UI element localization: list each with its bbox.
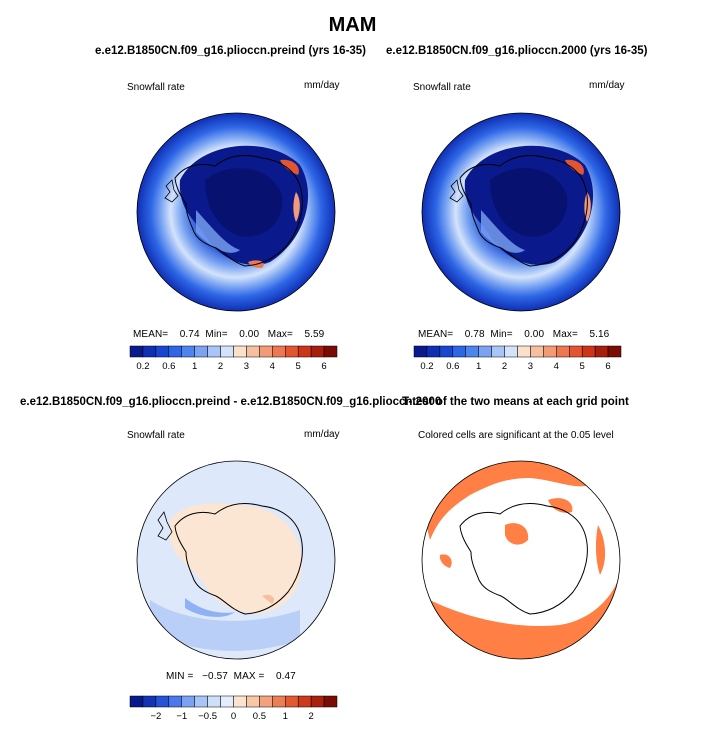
colorbar-tick-label: 5: [296, 361, 301, 372]
map-ttest: [422, 458, 620, 663]
colorbar-box: [530, 346, 543, 357]
colorbar-box: [182, 696, 195, 707]
colorbar-box: [453, 346, 466, 357]
colorbar-box: [492, 346, 505, 357]
colorbar-box: [595, 346, 608, 357]
colorbar-box: [143, 346, 156, 357]
colorbar-tick-label: 6: [321, 361, 326, 372]
colorbar-box: [156, 696, 169, 707]
colorbar-tick-label: −1: [176, 711, 187, 722]
colorbar-tick-label: 0.6: [162, 361, 175, 372]
colorbar-tick-label: 1: [192, 361, 197, 372]
colorbar-box: [130, 696, 143, 707]
colorbar-box: [518, 346, 531, 357]
colorbar-box: [311, 696, 324, 707]
colorbar-2000: 0.2 0.6 1 2 3 4 5 6: [414, 346, 621, 372]
colorbar-tick-label: −0.5: [198, 711, 217, 722]
colorbar-preind: 0.2 0.6 1 2 3 4 5 6: [130, 346, 337, 372]
colorbar-tick-label: 5: [580, 361, 585, 372]
colorbar-tick-label: 0: [231, 711, 236, 722]
colorbar-tick-label: 6: [605, 361, 610, 372]
colorbar-tick-label: 2: [502, 361, 507, 372]
colorbar-tick-label: −2: [150, 711, 161, 722]
colorbar-box: [259, 696, 272, 707]
colorbar-box: [285, 346, 298, 357]
colorbar-tick-label: 4: [270, 361, 275, 372]
colorbar-box: [505, 346, 518, 357]
colorbar-box: [195, 696, 208, 707]
colorbar-box: [169, 346, 182, 357]
colorbar-box: [298, 346, 311, 357]
colorbar-box: [608, 346, 621, 357]
colorbar-box: [221, 696, 234, 707]
colorbar-box: [246, 696, 259, 707]
colorbar-box: [246, 346, 259, 357]
colorbar-box: [221, 346, 234, 357]
colorbar-tick-label: 3: [528, 361, 533, 372]
colorbar-box: [479, 346, 492, 357]
colorbar-tick-label: 0.6: [446, 361, 459, 372]
colorbar-box: [169, 696, 182, 707]
map-preind: [137, 113, 335, 311]
colorbar-tick-label: 1: [476, 361, 481, 372]
colorbar-box: [130, 346, 143, 357]
colorbar-tick-label: 1: [283, 711, 288, 722]
colorbar-tick-label: 0.2: [136, 361, 149, 372]
colorbar-box: [272, 696, 285, 707]
colorbar-tick-label: 2: [308, 711, 313, 722]
colorbar-box: [182, 346, 195, 357]
colorbar-box: [543, 346, 556, 357]
colorbar-box: [208, 346, 221, 357]
colorbar-box: [208, 696, 221, 707]
colorbar-box: [298, 696, 311, 707]
colorbar-tick-label: 3: [244, 361, 249, 372]
colorbar-box: [414, 346, 427, 357]
colorbar-diff: −2 −1 −0.5 0 0.5 1 2: [130, 696, 337, 722]
colorbar-box: [195, 346, 208, 357]
colorbar-box: [440, 346, 453, 357]
colorbar-box: [234, 696, 247, 707]
colorbar-box: [582, 346, 595, 357]
colorbar-box: [311, 346, 324, 357]
colorbar-tick-label: 0.5: [253, 711, 266, 722]
colorbar-tick-label: 4: [554, 361, 559, 372]
colorbar-box: [569, 346, 582, 357]
colorbar-box: [143, 696, 156, 707]
colorbar-box: [427, 346, 440, 357]
colorbar-tick-label: 0.2: [420, 361, 433, 372]
colorbar-box: [234, 346, 247, 357]
colorbar-box: [259, 346, 272, 357]
map-2000: [422, 113, 620, 311]
colorbar-box: [324, 696, 337, 707]
colorbar-box: [324, 346, 337, 357]
colorbar-box: [466, 346, 479, 357]
colorbar-box: [272, 346, 285, 357]
map-diff: [137, 461, 335, 659]
colorbar-box: [285, 696, 298, 707]
colorbar-box: [156, 346, 169, 357]
colorbar-tick-label: 2: [218, 361, 223, 372]
colorbar-box: [556, 346, 569, 357]
